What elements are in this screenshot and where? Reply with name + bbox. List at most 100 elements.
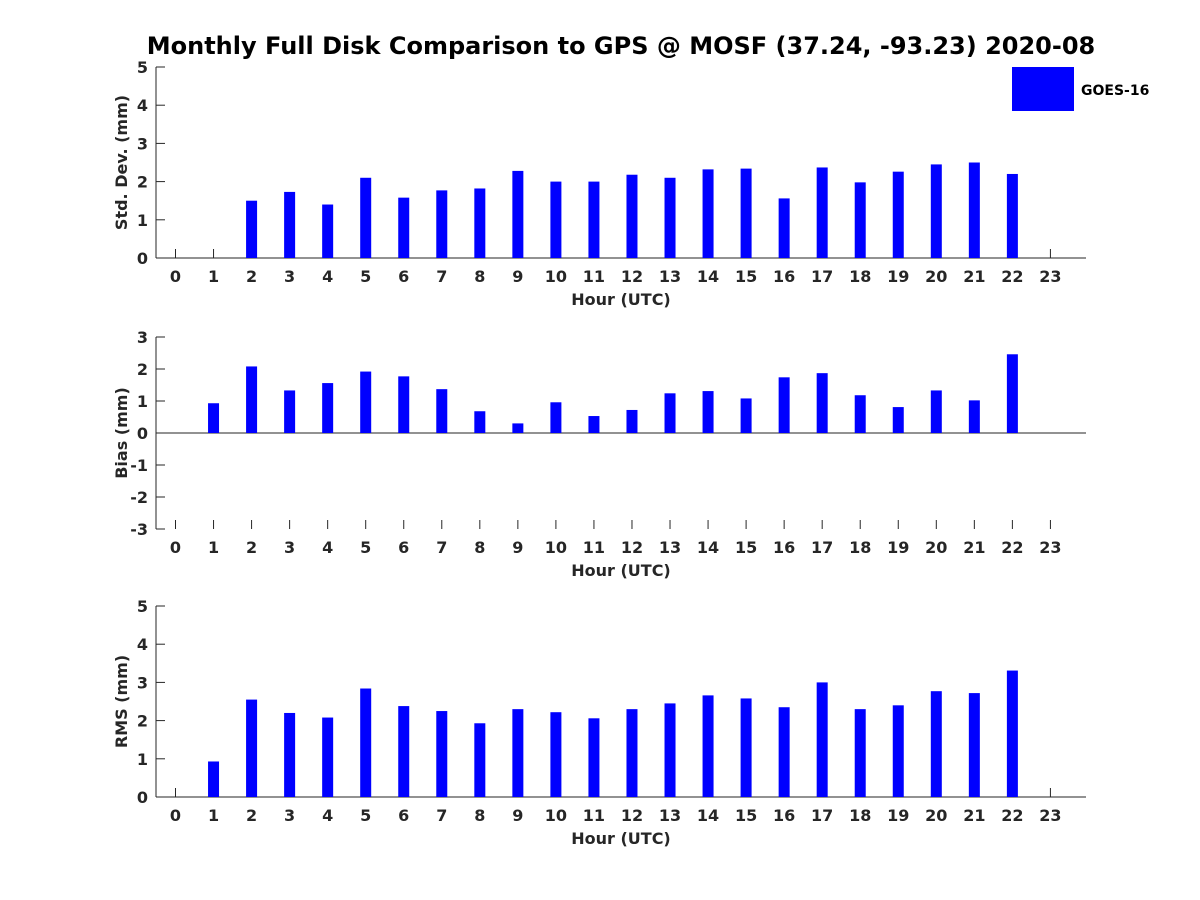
bias-bar [208,403,220,433]
bias-xtick-label: 1 [208,538,219,557]
bias-ytick-label: -2 [130,488,148,507]
std-dev-bar [436,190,448,258]
std-dev-xtick-label: 18 [849,267,871,286]
std-dev-bar [246,200,258,258]
std-dev-xtick-label: 11 [583,267,605,286]
legend-label: GOES-16 [1081,83,1149,99]
rms-bar [816,682,828,797]
rms-ytick-label: 3 [137,673,148,692]
bias-bar [398,376,410,433]
rms-x-label: Hour (UTC) [571,829,671,848]
std-dev-bar [740,168,752,258]
std-dev-xtick-label: 15 [735,267,757,286]
bias-xtick-label: 0 [170,538,181,557]
std-dev-xtick-label: 16 [773,267,795,286]
bias-xtick-label: 22 [1001,538,1023,557]
bias-bar [588,416,600,433]
bias-xtick-label: 6 [398,538,409,557]
bias-bar [702,391,714,433]
std-dev-xtick-label: 21 [963,267,985,286]
bias-bar [854,395,866,433]
rms-bar [550,712,562,797]
std-dev-xtick-label: 13 [659,267,681,286]
rms-xtick-label: 6 [398,806,409,825]
bias-xtick-label: 9 [512,538,523,557]
std-dev-ytick-label: 1 [137,211,148,230]
rms-bar [284,712,296,797]
rms-xtick-label: 12 [621,806,643,825]
std-dev-xtick-label: 12 [621,267,643,286]
bias-xtick-label: 3 [284,538,295,557]
rms-bar [322,717,334,797]
rms-ytick-label: 1 [137,750,148,769]
std-dev-xtick-label: 5 [360,267,371,286]
bias-x-label: Hour (UTC) [571,561,671,580]
bias-bar [512,423,524,433]
bias-xtick-label: 11 [583,538,605,557]
rms-bar [246,699,258,797]
std-dev-bar [550,181,562,258]
bias-bar [892,407,904,433]
bias-bar [474,411,486,433]
bias-ytick-label: 0 [137,424,148,443]
bias-ytick-label: 3 [137,328,148,347]
bias-bar [968,400,980,433]
rms-bar [702,695,714,797]
bias-ytick-label: -1 [130,456,148,475]
rms-bar [892,705,904,797]
rms-bar [1006,670,1018,797]
std-dev-bar [702,169,714,258]
std-dev-bar [968,162,980,258]
bias-xtick-label: 2 [246,538,257,557]
bias-bar [816,373,828,433]
rms-bar [512,709,524,797]
rms-xtick-label: 7 [436,806,447,825]
rms-ytick-label: 0 [137,788,148,807]
std-dev-xtick-label: 9 [512,267,523,286]
rms-xtick-label: 9 [512,806,523,825]
std-dev-ytick-label: 2 [137,173,148,192]
rms-bar [968,693,980,797]
rms-xtick-label: 13 [659,806,681,825]
std-dev-xtick-label: 23 [1039,267,1061,286]
bias-bar [322,383,334,433]
rms-bar [626,709,638,797]
bias-xtick-label: 14 [697,538,719,557]
rms-xtick-label: 19 [887,806,909,825]
bias-xtick-label: 5 [360,538,371,557]
rms-bar [740,698,752,797]
bias-bar [246,366,258,433]
rms-xtick-label: 14 [697,806,719,825]
bias-bar [1006,354,1018,433]
std-dev-xtick-label: 0 [170,267,181,286]
std-dev-bar [360,177,372,258]
bias-xtick-label: 4 [322,538,333,557]
std-dev-bar [930,164,942,258]
std-dev-xtick-label: 1 [208,267,219,286]
bias-bar [284,390,296,433]
std-dev-ytick-label: 4 [137,96,148,115]
rms-ytick-label: 5 [137,597,148,616]
std-dev-bar [322,204,334,258]
rms-xtick-label: 23 [1039,806,1061,825]
rms-ytick-label: 4 [137,635,148,654]
rms-xtick-label: 5 [360,806,371,825]
bias-bar [550,402,562,433]
std-dev-bar [664,177,676,258]
bias-bar [436,389,448,433]
rms-xtick-label: 3 [284,806,295,825]
rms-xtick-label: 8 [474,806,485,825]
bias-bar [778,377,790,433]
std-dev-xtick-label: 19 [887,267,909,286]
rms-xtick-label: 17 [811,806,833,825]
rms-xtick-label: 11 [583,806,605,825]
std-dev-xtick-label: 8 [474,267,485,286]
bias-xtick-label: 21 [963,538,985,557]
rms-xtick-label: 20 [925,806,947,825]
rms-bar [360,688,372,797]
rms-xtick-label: 1 [208,806,219,825]
bias-ytick-label: -3 [130,520,148,539]
